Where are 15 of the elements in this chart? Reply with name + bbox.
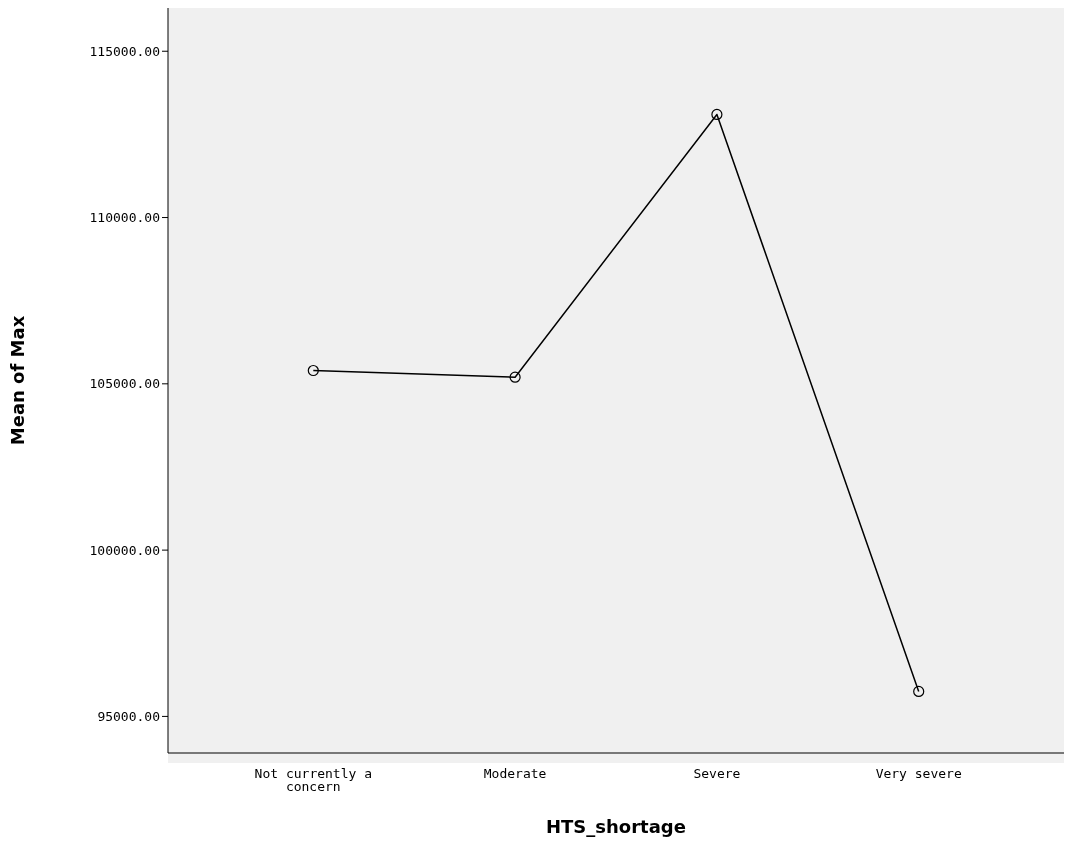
point [711,108,723,121]
y-tick-label: 110000.00 [89,210,160,226]
point [509,371,521,383]
y-tick-label: 105000.00 [89,376,160,392]
x-tick-label: Moderate [483,766,547,782]
y-tick-label: 95000.00 [97,709,160,725]
x-tick-label: Severe [693,766,741,782]
point [913,685,925,698]
y-tick-label: 100000.00 [89,542,160,558]
y-tick-label: 115000.00 [89,43,160,59]
x-axis-title: HTS_shortage [546,816,686,837]
y-axis-title: Mean of Max [7,315,29,446]
x-tick-label: Not currently a concern [254,766,372,795]
point [307,364,319,377]
x-tick-label: Very severe [875,766,962,782]
